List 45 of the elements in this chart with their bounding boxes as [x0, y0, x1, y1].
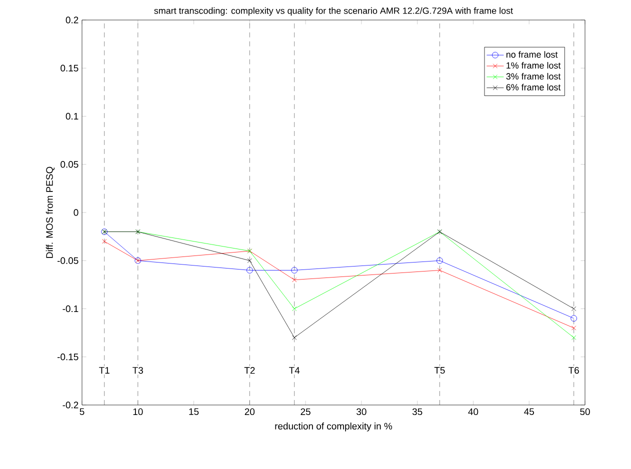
- chart-title: smart transcoding: complexity vs quality for the scenario AMR 12.2/G.729A with frame lost: [154, 7, 513, 16]
- point: [572, 326, 576, 330]
- x-tick-label: 45: [524, 408, 534, 415]
- ref-line-label: T2: [244, 367, 255, 374]
- x-tick-label: 40: [468, 408, 478, 416]
- y-tick-label: -0.1: [62, 305, 78, 312]
- point: [572, 306, 576, 312]
- legend-label: 6% frame lost: [506, 84, 561, 90]
- y-tick-label: -0.15: [57, 354, 78, 360]
- point: [247, 258, 252, 263]
- point: [436, 257, 443, 264]
- x-tick-label: 25: [300, 408, 310, 416]
- legend-label: no frame lost: [506, 51, 558, 58]
- x-tick-label: 30: [356, 408, 366, 416]
- point: [570, 315, 578, 322]
- y-tick-label: 0: [74, 209, 78, 216]
- y-tick-label: 0.2: [66, 16, 78, 24]
- point: [246, 267, 253, 274]
- x-tick-label: 50: [580, 408, 590, 416]
- ref-line-label: T5: [434, 367, 445, 374]
- y-tick-label: 0.15: [60, 64, 78, 72]
- y-tick-label: -0.2: [62, 402, 78, 408]
- point: [292, 335, 297, 340]
- x-tick-label: 10: [133, 408, 143, 416]
- point: [292, 306, 297, 312]
- point: [291, 267, 298, 274]
- x-tick-label: 15: [189, 408, 199, 415]
- x-tick-label: 5: [80, 408, 84, 415]
- ref-line-label: T4: [289, 367, 300, 374]
- x-axis-title: reduction of complexity in %: [275, 422, 392, 432]
- y-axis-title: Diff. MOS from PESQ: [46, 166, 55, 258]
- ref-line-label: T3: [132, 367, 143, 374]
- point: [102, 239, 107, 244]
- y-tick-label: 0.05: [60, 161, 78, 168]
- x-tick-label: 20: [244, 408, 255, 416]
- point: [572, 335, 576, 340]
- y-tick-label: 0.1: [66, 112, 78, 120]
- legend-label: 1% frame lost: [506, 62, 561, 69]
- legend-label: 3% frame lost: [506, 72, 561, 80]
- x-tick-label: 35: [412, 408, 422, 416]
- y-tick-label: -0.05: [57, 257, 78, 264]
- ref-line-label: T6: [568, 367, 579, 374]
- point: [292, 278, 297, 282]
- ref-line-label: T1: [99, 367, 110, 374]
- point: [437, 268, 442, 273]
